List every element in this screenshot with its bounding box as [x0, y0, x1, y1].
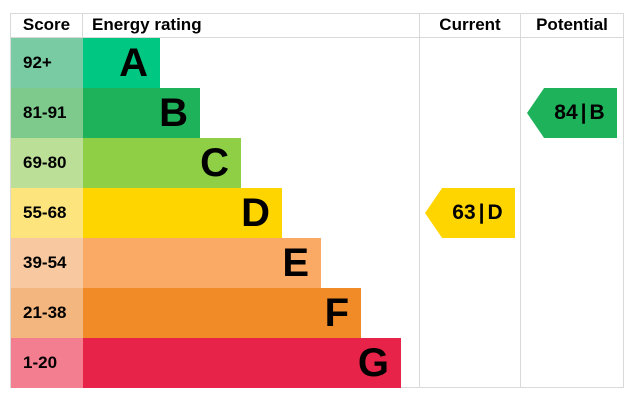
band-letter-c: C — [200, 141, 229, 185]
score-range-d: 55-68 — [11, 188, 83, 238]
potential-rating-arrow: 84 | B — [527, 88, 617, 138]
score-range-b: 81-91 — [11, 88, 83, 138]
band-row-d: 55-68 D 63 | D — [11, 188, 623, 238]
band-row-g: 1-20 G — [11, 338, 623, 388]
score-range-a: 92+ — [11, 38, 83, 88]
header-row: Score Energy rating Current Potential — [11, 14, 623, 38]
header-score: Score — [11, 14, 83, 37]
band-bar-c: C — [83, 138, 241, 188]
band-letter-e: E — [282, 241, 309, 285]
band-letter-a: A — [119, 41, 148, 85]
score-range-g: 1-20 — [11, 338, 83, 388]
band-row-f: 21-38 F — [11, 288, 623, 338]
band-letter-d: D — [241, 191, 270, 235]
band-row-e: 39-54 E — [11, 238, 623, 288]
current-separator: | — [478, 201, 485, 224]
current-score: 63 — [452, 201, 476, 224]
score-range-c: 69-80 — [11, 138, 83, 188]
band-bar-f: F — [83, 288, 361, 338]
epc-rating-chart: Score Energy rating Current Potential 92… — [10, 13, 624, 388]
band-bar-b: B — [83, 88, 200, 138]
header-potential: Potential — [536, 15, 608, 34]
band-letter-b: B — [159, 91, 188, 135]
band-bar-e: E — [83, 238, 321, 288]
band-row-b: 81-91 B 84 | B — [11, 88, 623, 138]
potential-grade: B — [589, 101, 605, 124]
band-letter-g: G — [357, 341, 389, 385]
current-rating-arrow: 63 | D — [425, 188, 515, 238]
score-range-f: 21-38 — [11, 288, 83, 338]
potential-separator: | — [580, 101, 587, 124]
band-row-a: 92+ A — [11, 38, 623, 88]
current-grade: D — [487, 201, 503, 224]
score-range-e: 39-54 — [11, 238, 83, 288]
band-row-c: 69-80 C — [11, 138, 623, 188]
potential-score: 84 — [554, 101, 578, 124]
band-letter-f: F — [324, 291, 349, 335]
header-energy-rating: Energy rating — [83, 14, 420, 37]
header-current: Current — [420, 14, 521, 37]
band-bar-d: D — [83, 188, 282, 238]
band-bar-g: G — [83, 338, 401, 388]
band-bar-a: A — [83, 38, 160, 88]
